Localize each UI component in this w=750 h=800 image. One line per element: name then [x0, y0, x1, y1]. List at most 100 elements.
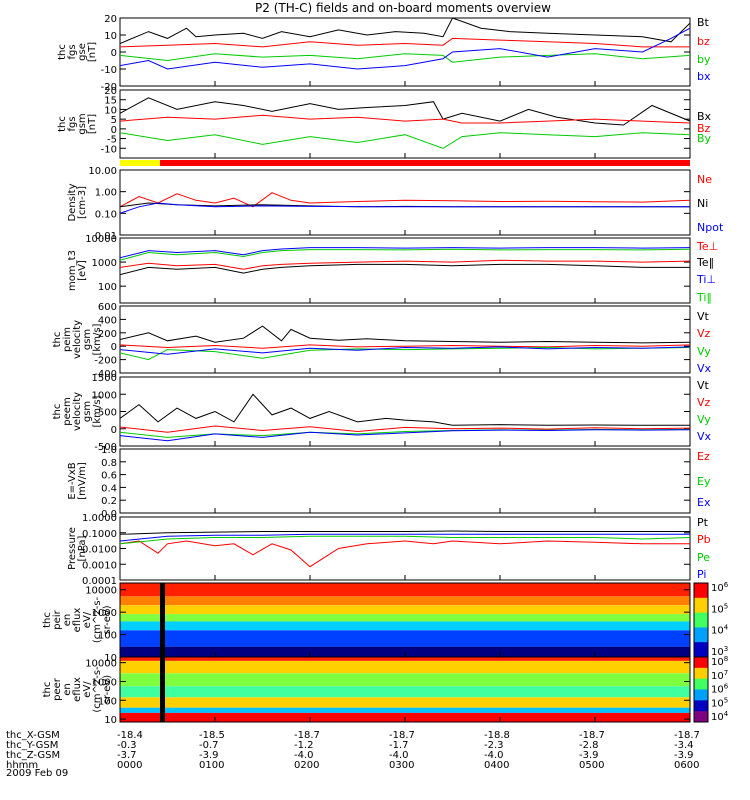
y-tick-label: 1.00 — [95, 188, 117, 199]
spectrogram-band — [120, 686, 690, 698]
y-tick-label: -10 — [101, 65, 117, 76]
y-tick-label: 500 — [98, 408, 117, 419]
spectrogram-band — [120, 621, 690, 631]
footer: thc_X-GSM -18.4 -18.5 -18.7 -18.7 -18.8 -18.7-… — [6, 730, 700, 771]
colorbar-label: 107 — [711, 669, 728, 682]
y-tick-label: 0 — [111, 48, 117, 59]
series-Vz — [120, 425, 690, 433]
legend-entry: Pb — [697, 533, 711, 546]
y-tick-label: 200 — [98, 329, 117, 340]
data-gap — [160, 583, 165, 657]
y-axis-label: [mV/m] — [77, 462, 88, 500]
footer-value: -4.0 — [389, 750, 409, 761]
legend-entry: Ey — [697, 475, 711, 488]
colorbar-label: 105 — [711, 696, 728, 709]
colorbar-label: 104 — [711, 624, 729, 637]
spectrogram-band — [120, 707, 690, 713]
y-tick-label: 1000 — [92, 608, 117, 619]
y-axis-label: [nT] — [87, 42, 98, 62]
y-axis-label: thc — [42, 612, 53, 628]
y-axis-label: fgs — [67, 116, 78, 131]
colorbar-label: 106 — [711, 581, 729, 594]
y-axis-label: gsm — [77, 113, 88, 134]
y-tick-label: 600 — [98, 302, 117, 313]
legend-entry: Vx — [697, 430, 712, 443]
colorbar-segment — [694, 627, 708, 643]
series-by — [120, 53, 690, 63]
y-axis-label: eflux — [72, 608, 83, 633]
y-tick-label: 5 — [111, 115, 117, 126]
y-axis-label: en — [62, 614, 73, 627]
footer-value: -1.7 — [389, 740, 409, 751]
y-axis-label: [km/s] — [92, 395, 103, 427]
spectrogram-band — [120, 657, 690, 661]
panel-mom-temp: 10000 1000 100 mom_t3 [eV] Te⊥ Te‖ Ti⊥ Ti‖ — [67, 234, 718, 304]
panel-peim-vel: 600 400 200 0 -200 -400 thc peim velocity gsm [km/… — [52, 302, 712, 380]
y-tick-label: 0.0001 — [82, 576, 117, 587]
legend-entry: Te‖ — [696, 256, 714, 269]
panel-frame — [119, 448, 691, 514]
y-tick-label: 0.01 — [95, 231, 117, 242]
footer-value: -1.2 — [294, 740, 314, 751]
y-tick-label: 10 — [104, 653, 117, 664]
panel-frame — [119, 516, 691, 581]
footer-value: 0500 — [579, 760, 604, 771]
series-Pt — [120, 530, 690, 535]
footer-value: -4.0 — [294, 750, 314, 761]
y-tick-label: 400 — [98, 315, 117, 326]
footer-row-label: hhmm — [6, 760, 38, 771]
panel-efield: 1.0 0.8 0.60.4 0.2 0.0 E=-VxB [mV/m] Ez Ey Ex — [67, 445, 711, 520]
y-axis-label: sr-eV) — [102, 675, 113, 704]
legend-entry: by — [697, 53, 711, 66]
colorbar-segment — [694, 583, 708, 599]
series-bz — [120, 37, 690, 48]
legend-entry: Bx — [697, 110, 712, 123]
y-tick-label: 0 — [111, 342, 117, 353]
y-tick-label: -400 — [94, 369, 117, 380]
series-Te‖ — [120, 263, 690, 276]
status-segment — [120, 160, 160, 166]
spectrogram-band — [120, 646, 690, 657]
y-axis-label: velocity — [72, 320, 83, 359]
footer-date: 2009 Feb 09 — [6, 768, 68, 779]
footer-value: -18.7 — [674, 730, 700, 741]
colorbar-label: 104 — [711, 710, 729, 723]
footer-value: -3.9 — [674, 750, 694, 761]
series-Ti⊥ — [120, 247, 690, 259]
footer-value: 0400 — [484, 760, 509, 771]
y-axis-label: [km/s] — [92, 323, 103, 355]
y-axis-label: gsm — [82, 329, 93, 350]
colorbar-segment — [694, 689, 708, 701]
legend-entry: Vz — [697, 396, 711, 409]
y-tick-label: 0.0 — [101, 509, 117, 520]
y-tick-label: 10 — [104, 31, 117, 42]
spectrogram-band — [120, 614, 690, 622]
y-axis-label: (cm^2-s- — [92, 596, 103, 643]
footer-value: 0200 — [294, 760, 319, 771]
legend-entry: Bt — [697, 16, 710, 29]
colorbar-label: 106 — [711, 683, 729, 696]
y-tick-label: 1500 — [92, 373, 117, 384]
spectrogram-band — [120, 583, 690, 597]
colorbar-label: 105 — [711, 602, 728, 615]
legend-entry: Ni — [697, 197, 708, 210]
series-Vx — [120, 346, 690, 355]
y-tick-label: -200 — [94, 356, 117, 367]
y-axis-label: [nT] — [87, 114, 98, 134]
spectrogram-band — [120, 673, 690, 687]
figure-title: P2 (TH-C) fields and on-board moments ov… — [255, 1, 551, 15]
y-tick-label: 100 — [98, 631, 117, 642]
y-tick-label: 1.0 — [101, 445, 117, 456]
panel-frame — [119, 17, 691, 87]
legend-entry: Ez — [697, 450, 710, 463]
y-tick-label: 100 — [98, 696, 117, 707]
series-Vy — [120, 346, 690, 361]
series-Bt — [120, 18, 690, 44]
y-tick-label: -5 — [107, 135, 117, 146]
series-Vt — [120, 325, 690, 344]
footer-value: -0.7 — [199, 740, 219, 751]
y-axis-label: mom_t3 — [67, 250, 78, 291]
footer-value: -2.3 — [484, 740, 504, 751]
legend-entry: Vy — [697, 413, 711, 426]
